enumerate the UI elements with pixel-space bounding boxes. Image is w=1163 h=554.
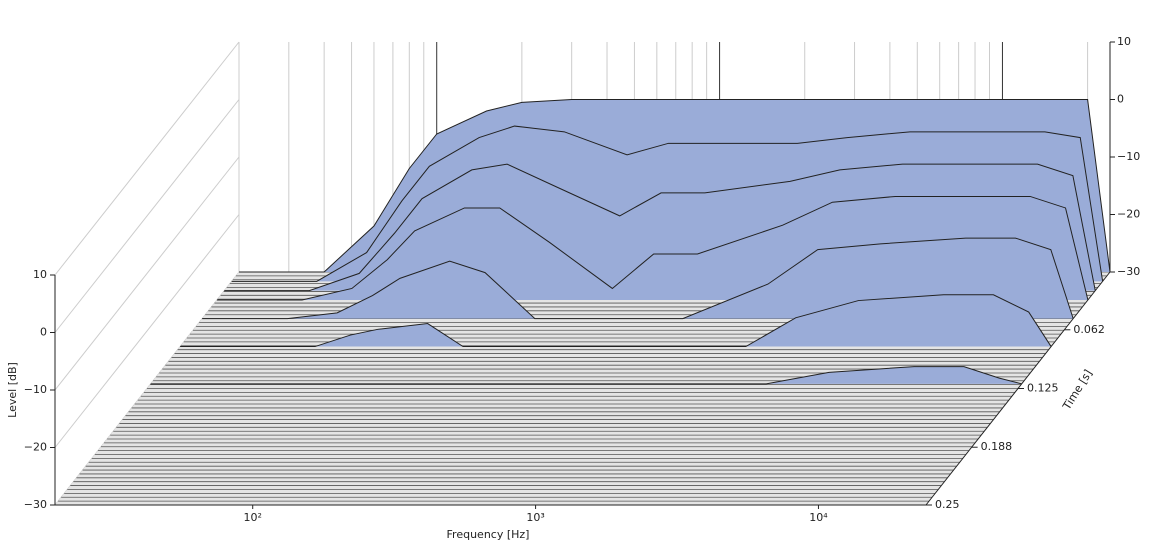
z-tick-label: 10: [1117, 35, 1131, 48]
y-tick-label: 0.25: [935, 498, 960, 511]
x-tick-label: 10²: [244, 511, 262, 524]
z-tick-label: −30: [24, 498, 47, 511]
z-tick-label: −10: [1117, 150, 1140, 163]
z-tick-label: −10: [24, 383, 47, 396]
slice-line: [202, 237, 1074, 320]
grid-line: [54, 214, 240, 448]
z-tick-label: −20: [1117, 208, 1140, 221]
z-tick-label: 0: [40, 326, 47, 339]
slice-line: [224, 163, 1096, 292]
slice-line: [216, 195, 1089, 301]
x-axis-label: Frequency [Hz]: [447, 528, 530, 541]
slice-fill: [202, 238, 1074, 319]
z-axis-label: Level [dB]: [6, 362, 19, 418]
slice-fill: [150, 366, 1022, 384]
z-tick-label: −30: [1117, 265, 1140, 278]
y-tick-label: 0.062: [1073, 323, 1105, 336]
z-tick-label: 10: [33, 268, 47, 281]
y-tick-label: 0.188: [981, 440, 1013, 453]
x-tick-label: 10⁴: [809, 511, 828, 524]
y-axis-label: Time [s]: [1060, 367, 1095, 413]
z-tick-label: 0: [1117, 93, 1124, 106]
grid-line: [54, 99, 240, 333]
slice-line: [239, 99, 1111, 273]
grid-line: [54, 41, 240, 276]
y-tick-label: 0.125: [1027, 382, 1059, 395]
slice-line: [180, 294, 1052, 348]
slice-line: [150, 366, 1022, 385]
x-tick-label: 10³: [526, 511, 544, 524]
z-tick-label: −20: [24, 441, 47, 454]
slice-line: [231, 125, 1104, 282]
grid-line: [54, 156, 240, 391]
